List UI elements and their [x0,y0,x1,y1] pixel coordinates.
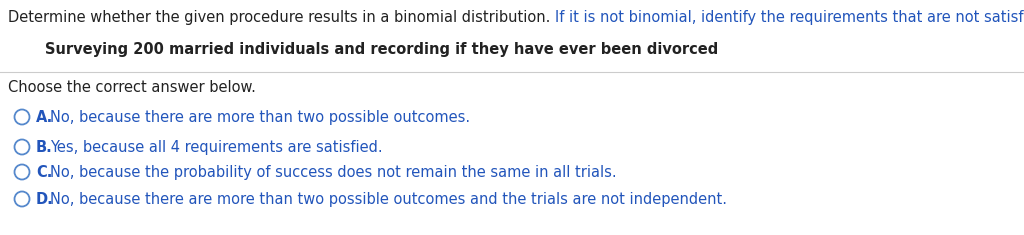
Text: No, because there are more than two possible outcomes and the trials are not ind: No, because there are more than two poss… [50,192,727,207]
Text: C.: C. [36,165,52,180]
Text: Choose the correct answer below.: Choose the correct answer below. [8,80,256,95]
Text: D.: D. [36,192,53,207]
Text: Determine whether the given procedure results in a binomial distribution.: Determine whether the given procedure re… [8,10,555,25]
Text: Surveying 200 married individuals and recording if they have ever been divorced: Surveying 200 married individuals and re… [45,42,718,57]
Text: If it is not binomial, identify the requirements that are not satisfied.: If it is not binomial, identify the requ… [555,10,1024,25]
Text: Yes, because all 4 requirements are satisfied.: Yes, because all 4 requirements are sati… [50,140,383,155]
Text: A.: A. [36,110,53,125]
Text: No, because the probability of success does not remain the same in all trials.: No, because the probability of success d… [50,165,616,180]
Text: No, because there are more than two possible outcomes.: No, because there are more than two poss… [50,110,470,125]
Text: B.: B. [36,140,53,155]
